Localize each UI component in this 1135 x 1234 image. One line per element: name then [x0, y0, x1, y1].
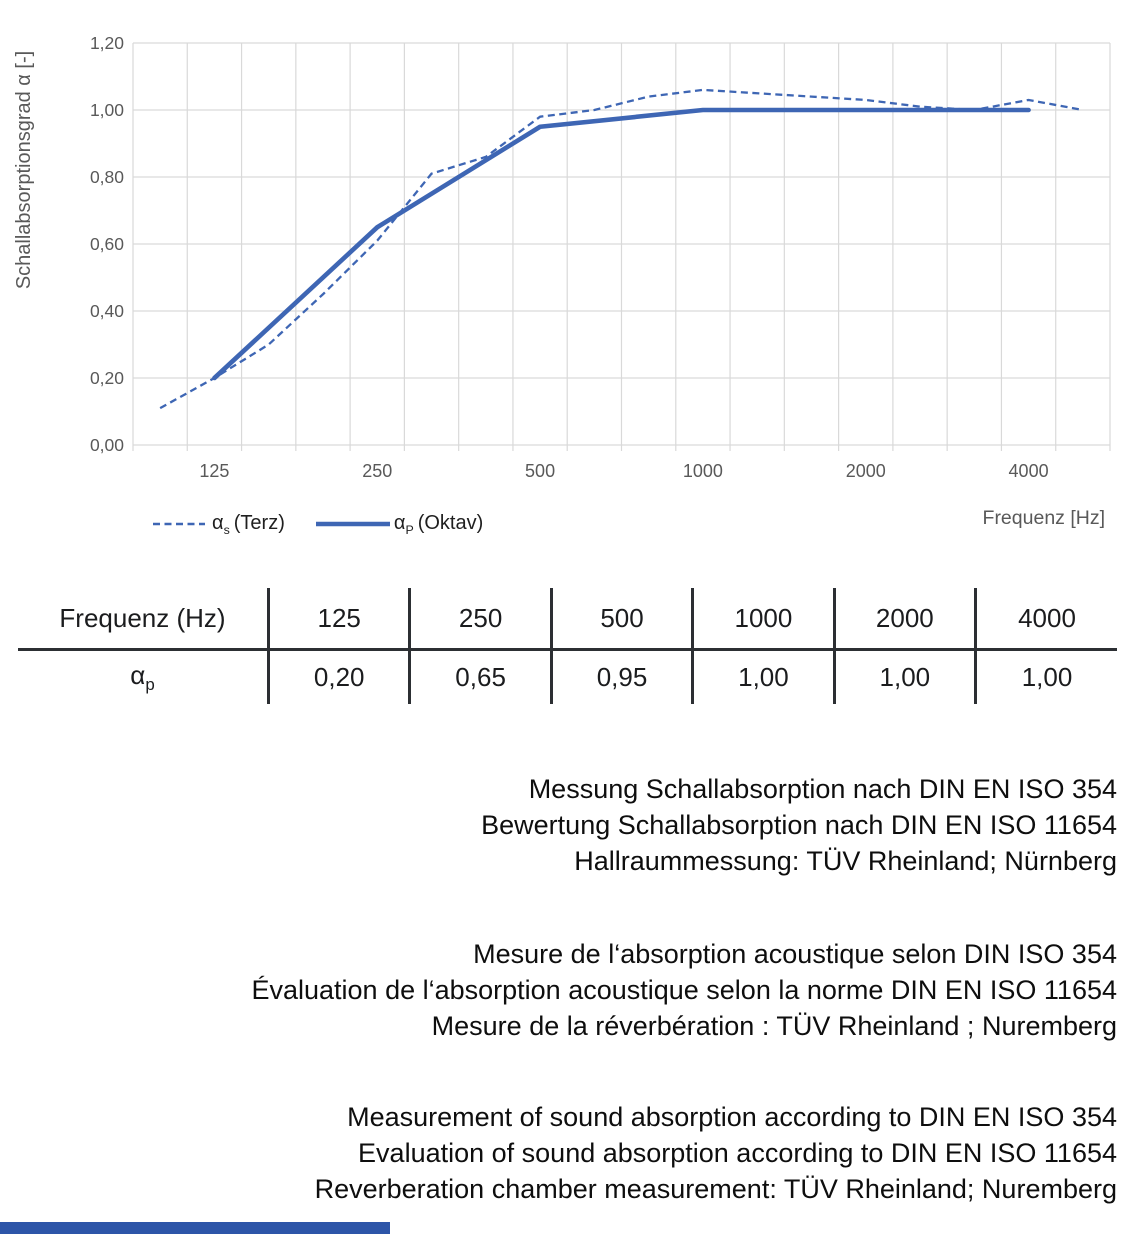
table-value-2000: 1,00: [832, 649, 976, 704]
y-tick-label: 0,80: [90, 167, 124, 187]
table-header-250: 250: [408, 588, 552, 651]
y-axis-title: Schallabsorptionsgrad α [-]: [13, 51, 35, 289]
y-tick-label: 1,20: [90, 33, 124, 53]
table-value-125: 0,20: [266, 649, 410, 704]
table-header-4000: 4000: [974, 588, 1117, 651]
terz-series-line: [159, 88, 1084, 410]
alpha-p-row-label: αp: [18, 650, 269, 705]
y-tick-label: 1,00: [90, 100, 124, 120]
x-tick-label: 4000: [1009, 461, 1049, 481]
terz-symbol: α: [212, 511, 224, 534]
x-tick-label: 500: [525, 461, 555, 481]
note-line: Hallraummessung: TÜV Rheinland; Nürnberg: [574, 846, 1117, 876]
oktav-subscript: P: [405, 522, 414, 537]
table-value-500: 0,95: [549, 649, 693, 704]
terz-legend-label: αs (Terz): [212, 512, 285, 537]
note-line: Bewertung Schallabsorption nach DIN EN I…: [481, 810, 1117, 840]
table-value-row: αp 0,20 0,65 0,95 1,00 1,00 1,00: [18, 649, 1117, 705]
note-english: Measurement of sound absorption accordin…: [17, 1099, 1117, 1207]
note-line: Mesure de l‘absorption acoustique selon …: [473, 939, 1117, 969]
oktav-legend-line-icon: [315, 521, 390, 527]
y-tick-label: 0,40: [90, 301, 124, 321]
alpha-symbol: α: [130, 659, 146, 690]
terz-label-text: (Terz): [233, 511, 285, 534]
table-header-frequency: Frequenz (Hz): [18, 588, 269, 651]
oktav-legend-label: αP (Oktav): [394, 512, 483, 537]
alpha-subscript: p: [145, 675, 155, 695]
note-french: Mesure de l‘absorption acoustique selon …: [17, 936, 1117, 1044]
x-axis-title: Frequenz [Hz]: [983, 507, 1105, 529]
table-header-row: Frequenz (Hz) 125 250 500 1000 2000 4000: [18, 588, 1117, 651]
note-german: Messung Schallabsorption nach DIN EN ISO…: [17, 771, 1117, 879]
note-line: Mesure de la réverbération : TÜV Rheinla…: [431, 1011, 1117, 1041]
x-tick-label: 1000: [683, 461, 723, 481]
y-tick-label: 0,00: [90, 435, 124, 455]
x-tick-label: 250: [362, 461, 392, 481]
table-header-2000: 2000: [832, 588, 976, 651]
terz-subscript: s: [223, 522, 230, 537]
note-line: Measurement of sound absorption accordin…: [347, 1102, 1117, 1132]
oktav-series-line: [212, 107, 1031, 381]
note-line: Évaluation de l‘absorption acoustique se…: [251, 975, 1117, 1005]
footer-accent-bar: [0, 1222, 390, 1234]
note-line: Reverberation chamber measurement: TÜV R…: [314, 1174, 1117, 1204]
x-tick-label: 2000: [846, 461, 886, 481]
table-value-250: 0,65: [408, 649, 552, 704]
table-value-4000: 1,00: [974, 649, 1117, 704]
table-header-1000: 1000: [691, 588, 835, 651]
terz-legend-line-icon: [153, 522, 205, 526]
table-header-125: 125: [266, 588, 410, 651]
table-header-500: 500: [549, 588, 693, 651]
note-line: Messung Schallabsorption nach DIN EN ISO…: [528, 774, 1117, 804]
absorption-chart: 0,00 0,20 0,40 0,60 0,80 1,00 1,20 125 250 500 100…: [13, 33, 1111, 529]
table-value-1000: 1,00: [691, 649, 835, 704]
oktav-label-text: (Oktav): [417, 511, 484, 534]
note-line: Evaluation of sound absorption according…: [358, 1138, 1117, 1168]
absorption-table: Frequenz (Hz) 125 250 500 1000 2000 4000…: [18, 588, 1117, 704]
y-tick-label: 0,20: [90, 368, 124, 388]
chart-legend: αs (Terz) αP (Oktav): [152, 511, 483, 537]
y-tick-label: 0,60: [90, 234, 124, 254]
oktav-symbol: α: [393, 511, 406, 534]
x-tick-label: 125: [199, 461, 229, 481]
